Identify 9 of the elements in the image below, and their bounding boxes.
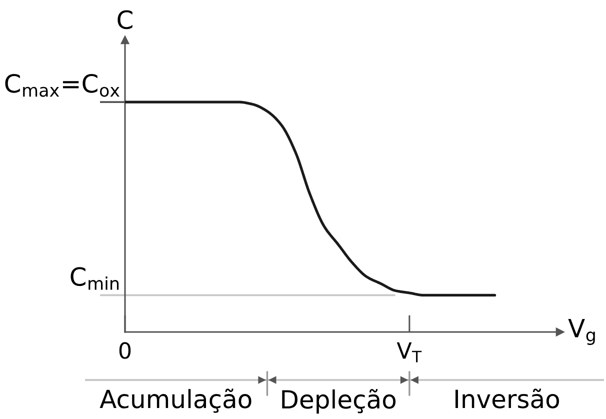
ref-line-label: C$_{min}$ <box>70 267 119 290</box>
x-tick-label: 0 <box>119 342 131 359</box>
text: Inversão <box>456 388 559 408</box>
x-tick-label: V$_{T}$ <box>396 342 422 362</box>
ref-line-label: C$_{max}$=C$_{ox}$ <box>5 74 120 97</box>
y-axis-title: C <box>118 10 132 30</box>
text: Depleção <box>282 389 396 414</box>
x-axis-title: V$_{g}$ <box>568 319 595 345</box>
text: Acumulação <box>100 388 252 413</box>
